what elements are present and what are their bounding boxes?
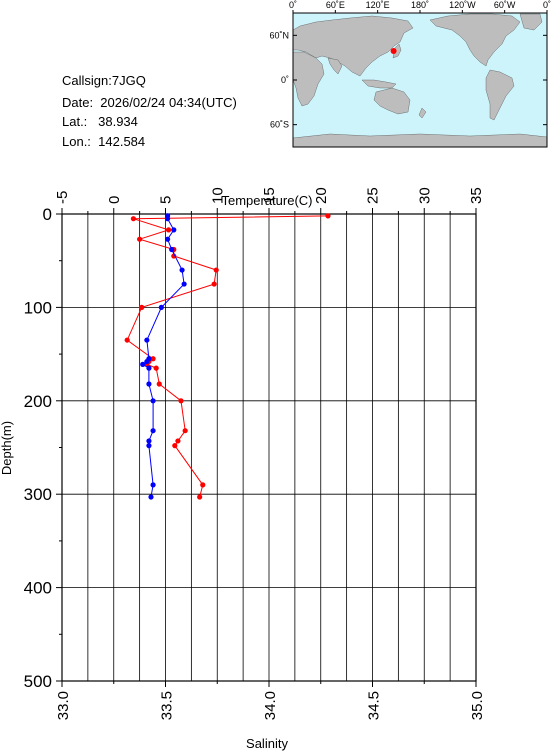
temperature-point [130, 216, 137, 222]
grid [62, 214, 476, 681]
land-greenland [519, 13, 543, 31]
salinity-point [144, 358, 150, 365]
land-antarctica [292, 133, 548, 148]
temperature-point [166, 227, 172, 233]
map-ticks: 0˚ 60˚E 120˚E 180˚ 120˚W 60˚W 0˚ 60˚N 0˚ 60˚S [269, 0, 551, 130]
depth-tick-label: 500 [24, 672, 52, 691]
depth-tick-label: 100 [24, 298, 52, 317]
temperature-point [153, 365, 159, 371]
temperature-point [325, 213, 331, 219]
land-eurasia [292, 15, 414, 77]
station-marker [390, 48, 397, 55]
salinity-tick-label: 34.5 [366, 691, 383, 720]
lon-label: Lon.: 142.584 [62, 134, 146, 149]
map-top-tick-label: 60˚E [326, 0, 345, 10]
temperature-point [172, 443, 178, 449]
temperature-tick-label: 5 [158, 196, 175, 204]
depth-axis-label: Depth(m) [0, 421, 14, 475]
salinity-point [146, 365, 152, 371]
temperature-tick-label: 35 [468, 187, 485, 204]
temperature-point [137, 236, 143, 242]
map-left-tick-label: 60˚N [269, 30, 289, 40]
salinity-point [140, 361, 146, 367]
land-india [327, 57, 343, 75]
series-layer [124, 213, 331, 500]
temperature-tick-label: 15 [261, 187, 278, 204]
callsign-label: Callsign:7JGQ [62, 73, 146, 88]
lat-label: Lat.: 38.934 [62, 114, 138, 129]
map-top-tick-label: 0˚ [289, 0, 297, 10]
map-top-tick-label: 60˚W [494, 0, 516, 10]
temperature-axis-label: Temperature(C) [221, 193, 312, 208]
salinity-tick-label: 33.0 [55, 691, 72, 720]
temperature-tick-label: 20 [313, 187, 330, 204]
temperature-point [200, 482, 206, 488]
salinity-point [144, 337, 150, 343]
land-north-america [429, 13, 521, 67]
map-top-tick-label: 120˚W [449, 0, 476, 10]
salinity-point [150, 428, 156, 434]
temperature-point [182, 428, 188, 434]
map-left-tick-label: 60˚S [270, 120, 289, 130]
salinity-point [158, 304, 164, 310]
temperature-point [150, 356, 156, 362]
land-indonesia [361, 79, 397, 89]
map-land [292, 13, 548, 148]
temperature-point [197, 494, 203, 500]
land-newzealand [418, 107, 427, 119]
map-top-tick-label: 0˚ [543, 0, 551, 10]
salinity-point [148, 494, 154, 500]
map-left-tick-label: 0˚ [281, 75, 289, 85]
temperature-point [124, 337, 130, 343]
temperature-point [139, 304, 145, 310]
salinity-point [171, 227, 177, 233]
temperature-point [156, 381, 162, 387]
temperature-point [171, 253, 177, 259]
salinity-point [150, 482, 156, 488]
temperature-point [178, 398, 184, 404]
date-label: Date: 2026/02/24 04:34(UTC) [62, 95, 237, 110]
temperature-point [213, 267, 219, 273]
depth-tick-label: 400 [24, 579, 52, 598]
salinity-point [150, 398, 156, 404]
map-top-tick-label: 180˚ [411, 0, 429, 10]
salinity-point [164, 236, 171, 242]
temperature-point [175, 438, 181, 444]
temperature-tick-label: -5 [54, 191, 71, 204]
salinity-point [169, 246, 175, 253]
salinity-tick-label: 33.5 [159, 691, 176, 720]
depth-tick-label: 300 [24, 485, 52, 504]
salinity-point [179, 267, 185, 273]
salinity-tick-label: 34.0 [262, 691, 279, 720]
world-map: 0˚ 60˚E 120˚E 180˚ 120˚W 60˚W 0˚ 60˚N 0˚ 60˚S [269, 0, 551, 148]
depth-tick-label: 200 [24, 392, 52, 411]
land-south-america [485, 69, 515, 121]
land-japan [392, 43, 402, 59]
salinity-point [164, 216, 171, 222]
temperature-tick-label: 10 [209, 187, 226, 204]
salinity-axis-label: Salinity [246, 736, 288, 751]
salinity-point [146, 381, 152, 387]
temperature-point [211, 281, 217, 287]
depth-tick-label: 0 [43, 205, 52, 224]
land-australia [373, 87, 411, 115]
salinity-point [146, 438, 152, 444]
salinity-point [146, 443, 152, 449]
salinity-point [181, 281, 187, 287]
land-africa [292, 51, 325, 107]
temperature-tick-label: 25 [365, 187, 382, 204]
temperature-tick-label: 30 [416, 187, 433, 204]
map-top-tick-label: 120˚E [366, 0, 390, 10]
salinity-tick-label: 35.0 [469, 691, 486, 720]
temperature-tick-label: 0 [106, 196, 123, 204]
